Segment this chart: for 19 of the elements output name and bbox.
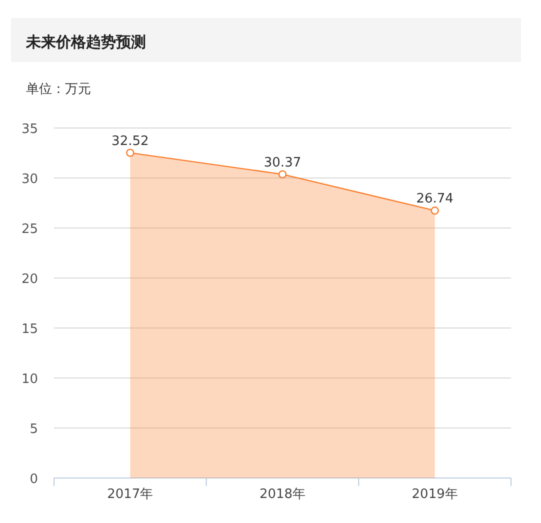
y-tick-label: 10 — [21, 372, 38, 387]
point — [430, 206, 439, 215]
data-label: 32.52 — [112, 134, 149, 149]
point — [126, 148, 134, 157]
x-tick-label: 2017年 — [107, 487, 154, 502]
point — [278, 170, 287, 178]
data-label: 30.37 — [264, 155, 302, 170]
x-tick-label: 2018年 — [259, 487, 306, 502]
y-tick-label: 5 — [30, 422, 38, 437]
y-tick-label: 15 — [21, 322, 38, 337]
chart-title: 未来价格趋势预测 — [25, 33, 146, 51]
data-label: 26.74 — [416, 192, 454, 207]
y-tick-label: 35 — [21, 122, 38, 137]
y-tick-label: 20 — [21, 272, 38, 287]
y-tick-label: 30 — [21, 172, 38, 187]
y-tick-label: 25 — [21, 222, 38, 237]
y-tick-label: 0 — [30, 472, 38, 487]
x-tick-label: 2019年 — [412, 487, 458, 502]
chart-subtitle: 单位：万元 — [26, 82, 91, 97]
